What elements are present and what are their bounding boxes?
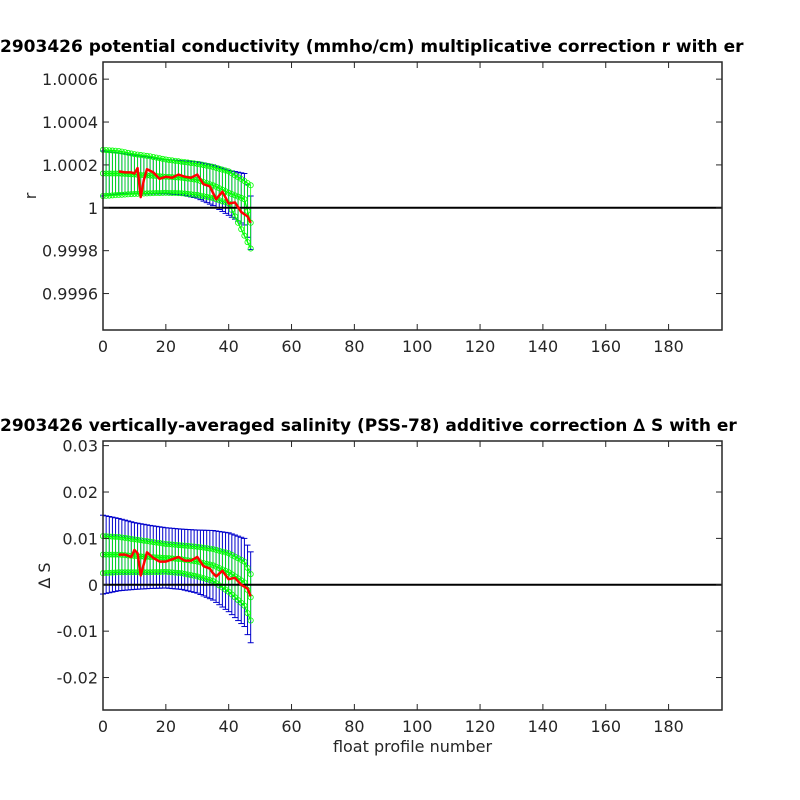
x-tick-label: 140 (528, 337, 559, 356)
x-tick-label: 60 (281, 717, 301, 736)
x-tick-label: 100 (402, 337, 433, 356)
x-tick-label: 60 (281, 337, 301, 356)
y-tick-label: -0.01 (57, 622, 98, 641)
x-tick-label: 0 (98, 337, 108, 356)
x-tick-label: 80 (344, 717, 364, 736)
y-tick-label: 0.02 (62, 483, 98, 502)
plot-area (103, 441, 722, 710)
salinity-correction-panel: 0 20 40 60 80 100 120 140 160 180 -0.02 -0.01 0 0.01 0… (0, 416, 737, 756)
y-tick-label: 1.0006 (42, 70, 98, 89)
y-tick-label: 1 (88, 199, 98, 218)
y-tick-label: 1.0004 (42, 113, 98, 132)
x-tick-label: 180 (653, 717, 684, 736)
y-axis-label: ∆ S (35, 563, 54, 590)
y-tick-label: 0.9998 (42, 242, 98, 261)
x-tick-label: 20 (156, 337, 176, 356)
x-tick-label: 40 (219, 337, 239, 356)
y-axis-label: r (21, 192, 40, 199)
x-axis-label: float profile number (333, 737, 493, 756)
y-tick-label: 0.03 (62, 437, 98, 456)
x-tick-label: 180 (653, 337, 684, 356)
x-tick-label: 100 (402, 717, 433, 736)
conductivity-correction-panel: 0 20 40 60 80 100 120 140 160 180 0.9996 0.9998 1 1.0… (0, 37, 744, 356)
x-tick-label: 160 (590, 337, 621, 356)
y-tick-label: -0.02 (57, 669, 98, 688)
x-tick-label: 120 (465, 717, 496, 736)
y-tick-label: 0.9996 (42, 285, 98, 304)
y-tick-label: 0.01 (62, 529, 98, 548)
x-tick-label: 20 (156, 717, 176, 736)
x-tick-label: 160 (590, 717, 621, 736)
x-tick-label: 0 (98, 717, 108, 736)
x-tick-label: 40 (219, 717, 239, 736)
chart-title-r: 2903426 potential conductivity (mmho/cm)… (0, 37, 744, 57)
axes-box (102, 440, 723, 711)
y-tick-label: 0 (88, 576, 98, 595)
chart-title-delta-s: 2903426 vertically-averaged salinity (PS… (0, 416, 737, 436)
x-tick-label: 80 (344, 337, 364, 356)
axes-box (102, 61, 723, 331)
profile-fit-line (118, 166, 252, 224)
y-tick-label: 1.0002 (42, 156, 98, 175)
x-tick-label: 140 (528, 717, 559, 736)
profile-fit-line (118, 548, 252, 597)
x-tick-label: 120 (465, 337, 496, 356)
